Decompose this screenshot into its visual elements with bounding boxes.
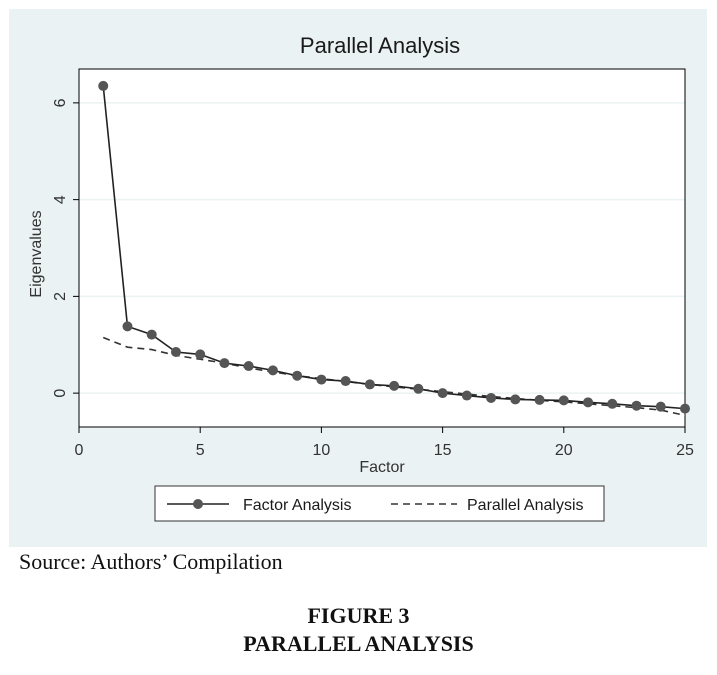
y-axis-label: Eigenvalues — [28, 210, 45, 297]
chart-title: Parallel Analysis — [300, 33, 460, 58]
factor-analysis-point — [146, 329, 157, 340]
x-tick-label: 5 — [196, 442, 205, 459]
parallel-analysis-chart: 0 5 10 15 20 25 0 2 4 6 Parallel Analysis Factor … — [28, 33, 694, 522]
chart-panel: 0 5 10 15 20 25 0 2 4 6 Parallel Analysis Factor … — [9, 9, 707, 547]
factor-analysis-point — [461, 390, 472, 401]
factor-analysis-point — [98, 80, 109, 91]
legend-label-factor-analysis: Factor Analysis — [243, 497, 351, 514]
x-axis-label: Factor — [359, 459, 405, 476]
legend-box — [154, 485, 605, 522]
plot-background — [79, 69, 685, 427]
factor-analysis-point — [510, 394, 521, 405]
legend-marker-factor-analysis — [193, 499, 203, 509]
source-note: Source: Authors’ Compilation — [19, 549, 283, 574]
factor-analysis-point — [195, 349, 206, 360]
factor-analysis-point — [243, 361, 254, 372]
legend-label-parallel-analysis: Parallel Analysis — [467, 497, 584, 514]
factor-analysis-point — [558, 395, 569, 406]
factor-analysis-point — [316, 374, 327, 385]
figure-caption: FIGURE 3 PARALLEL ANALYSIS — [0, 602, 717, 658]
y-tick-label: 2 — [52, 292, 69, 301]
factor-analysis-point — [486, 392, 497, 403]
factor-analysis-point — [413, 383, 424, 394]
factor-analysis-point — [267, 365, 278, 376]
factor-analysis-point — [680, 403, 690, 414]
figure-number: FIGURE 3 — [307, 603, 410, 628]
x-tick-label: 0 — [75, 442, 84, 459]
x-tick-label: 10 — [313, 442, 331, 459]
x-tick-label: 15 — [434, 442, 452, 459]
plot-frame — [78, 68, 686, 428]
y-tick-label: 4 — [52, 195, 69, 204]
factor-analysis-point — [607, 398, 618, 409]
factor-analysis-point — [292, 370, 303, 381]
factor-analysis-point — [170, 347, 181, 358]
axis-layer: 0 5 10 15 20 25 0 2 4 6 — [52, 98, 694, 459]
factor-analysis-point — [655, 401, 666, 412]
factor-analysis-point — [122, 321, 133, 332]
factor-analysis-point — [219, 358, 230, 369]
y-tick-label: 0 — [52, 389, 69, 398]
factor-analysis-point — [534, 394, 545, 405]
factor-analysis-point — [364, 379, 375, 390]
factor-analysis-point — [583, 397, 594, 408]
x-tick-label: 25 — [676, 442, 694, 459]
legend: Factor Analysis Parallel Analysis — [154, 485, 605, 522]
x-tick-label: 20 — [555, 442, 573, 459]
series-layer — [98, 80, 690, 417]
factor-analysis-point — [340, 376, 351, 387]
factor-analysis-point — [389, 380, 400, 391]
figure-title: PARALLEL ANALYSIS — [243, 631, 474, 656]
factor-analysis-point — [437, 388, 448, 399]
y-tick-label: 6 — [52, 98, 69, 107]
factor-analysis-point — [631, 400, 642, 411]
grid-layer — [79, 69, 685, 427]
